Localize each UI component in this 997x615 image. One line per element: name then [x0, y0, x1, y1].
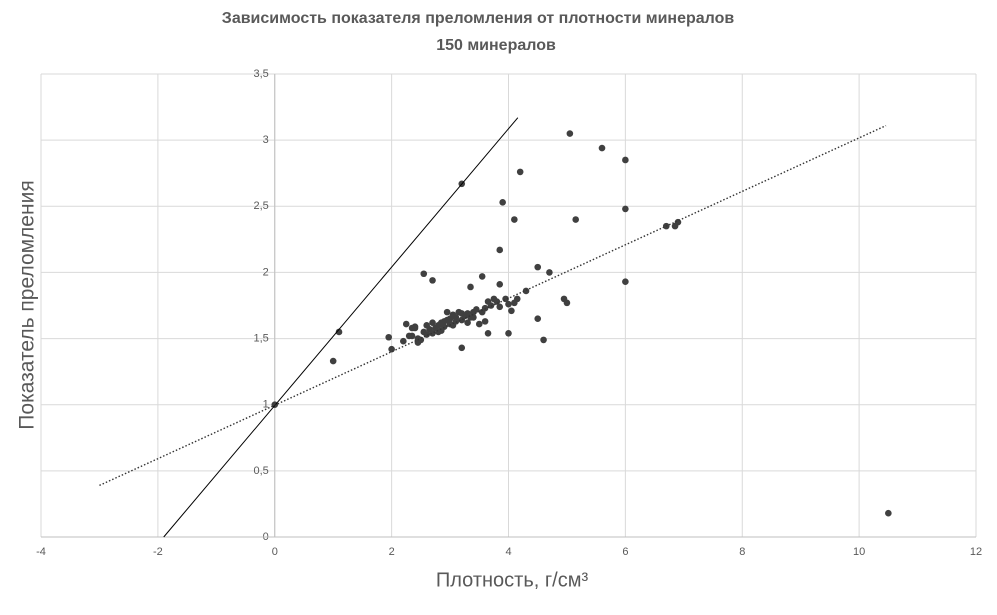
point	[467, 283, 474, 291]
point	[335, 328, 343, 336]
y-tick-label: 1,5	[253, 332, 268, 344]
point	[505, 329, 512, 337]
point	[452, 314, 460, 321]
point	[505, 300, 512, 308]
point	[622, 278, 629, 285]
x-tick-label: 8	[739, 546, 745, 558]
x-tick-label: 2	[389, 546, 395, 558]
y-tick-label: 1	[263, 399, 269, 411]
point	[435, 328, 442, 336]
point	[443, 316, 451, 324]
x-tick-label: 4	[505, 546, 511, 558]
y-tick-label: 3	[263, 134, 269, 146]
point	[458, 344, 466, 352]
point	[511, 216, 518, 223]
point	[481, 304, 489, 312]
x-tick-label: 0	[272, 546, 278, 558]
point	[885, 509, 892, 517]
point	[598, 144, 606, 152]
point	[473, 306, 480, 313]
point	[540, 336, 547, 344]
x-tick-label: -2	[153, 546, 163, 558]
point	[534, 263, 542, 271]
point	[470, 314, 477, 321]
point	[408, 324, 416, 332]
point	[475, 320, 483, 328]
point	[443, 308, 451, 316]
point	[402, 320, 410, 328]
point	[440, 323, 448, 330]
y-tick-label: 3,5	[253, 68, 268, 80]
point	[429, 319, 436, 326]
point	[487, 302, 495, 309]
point	[400, 337, 407, 345]
chart-title: Зависимость показателя преломления от пл…	[222, 10, 735, 27]
point	[566, 130, 574, 137]
point	[481, 318, 489, 325]
point	[449, 322, 457, 329]
point	[513, 295, 521, 303]
x-tick-label: 10	[853, 546, 865, 558]
point	[546, 269, 553, 276]
point	[329, 357, 337, 365]
point	[622, 205, 629, 213]
point	[499, 199, 506, 206]
y-tick-label: 0,5	[253, 465, 268, 477]
y-axis-title: Показатель преломления	[16, 180, 39, 429]
point	[622, 156, 629, 164]
trend-line	[163, 117, 519, 538]
x-tick-label: 6	[622, 546, 628, 558]
chart-subtitle: 150 минералов	[436, 37, 556, 54]
x-tick-label: 12	[970, 546, 982, 558]
y-tick-label: 2	[263, 266, 269, 278]
point	[464, 319, 471, 326]
point	[478, 273, 486, 280]
point	[429, 277, 436, 284]
point	[458, 310, 466, 317]
point	[496, 303, 504, 311]
point	[405, 332, 413, 340]
trend-line	[99, 124, 887, 487]
point	[420, 270, 428, 278]
x-tick-label: -4	[36, 546, 46, 558]
point	[385, 333, 393, 341]
point	[484, 329, 492, 337]
point	[496, 281, 504, 288]
point	[572, 216, 580, 223]
point	[496, 246, 504, 254]
point	[516, 168, 524, 176]
point	[388, 345, 395, 353]
point	[508, 307, 515, 315]
x-axis-title: Плотность, г/см³	[436, 569, 589, 591]
y-tick-label: 2,5	[253, 200, 268, 212]
point	[563, 299, 571, 307]
point	[534, 315, 542, 323]
point	[522, 287, 530, 295]
